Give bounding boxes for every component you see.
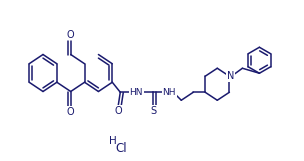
Text: HN: HN — [130, 88, 143, 97]
Text: Cl: Cl — [115, 142, 127, 156]
Text: O: O — [67, 29, 74, 39]
Text: O: O — [115, 106, 122, 116]
Text: S: S — [150, 106, 156, 116]
Text: NH: NH — [163, 88, 176, 97]
Text: O: O — [67, 106, 74, 117]
Text: H: H — [109, 136, 117, 146]
Text: N: N — [227, 71, 234, 81]
